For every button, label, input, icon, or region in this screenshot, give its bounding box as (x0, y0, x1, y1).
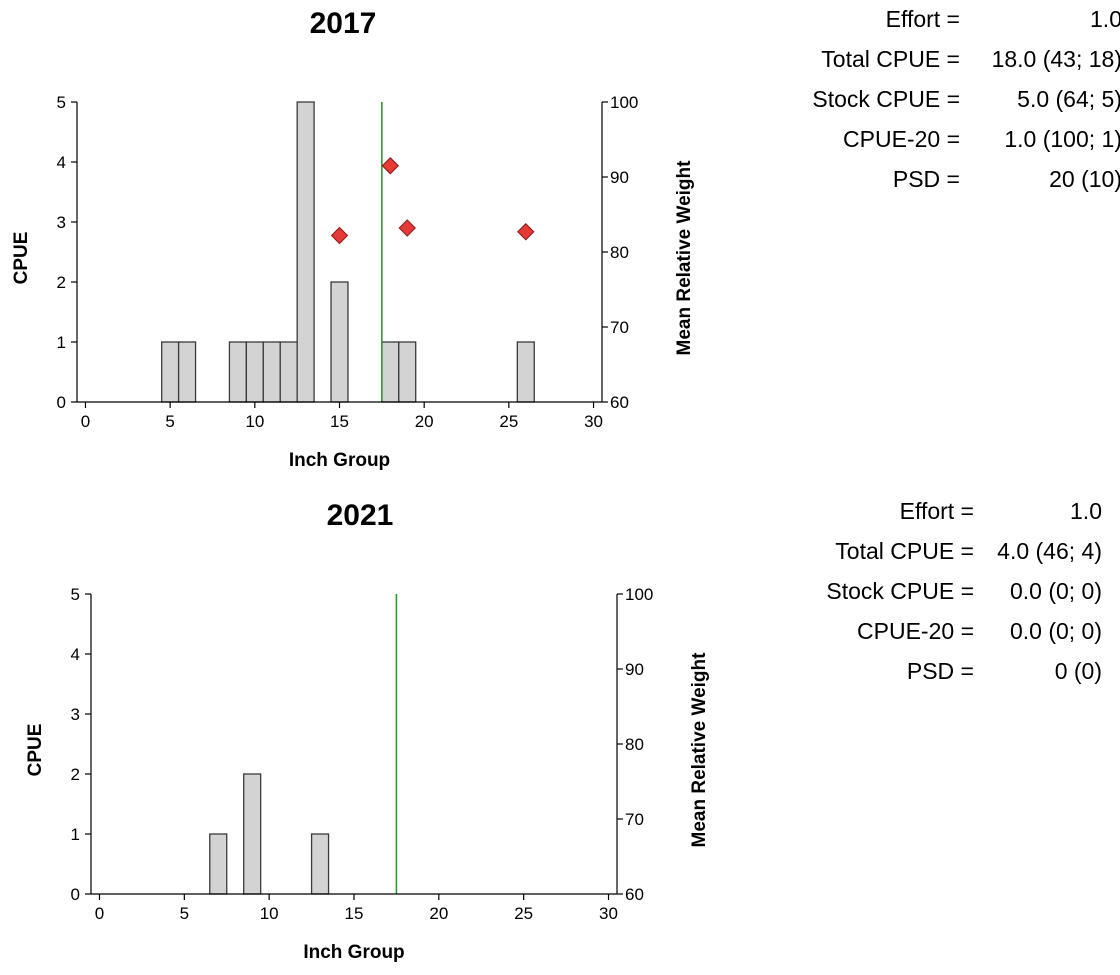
bar-26 (516, 341, 535, 403)
stat-row: Total CPUE = 18.0 (43; 18) (770, 44, 1120, 74)
x-tick-label: 25 (514, 904, 533, 923)
y2-axis-label: Mean Relative Weight (689, 652, 710, 848)
stat-row: Effort = 1.0 (770, 4, 1120, 34)
y-tick-label: 2 (71, 765, 80, 784)
x-tick-label: 5 (180, 904, 189, 923)
stat-value: 1.0 (1070, 498, 1102, 524)
y-tick-label: 5 (71, 585, 80, 604)
y2-tick-label: 70 (625, 810, 644, 829)
bar-15 (330, 281, 349, 403)
x-tick-label: 20 (415, 412, 434, 431)
y-tick-label: 5 (57, 93, 66, 112)
y-tick-label: 3 (57, 213, 66, 232)
stat-row: PSD = 20 (10) (770, 164, 1120, 194)
stat-row: Stock CPUE = 0.0 (0; 0) (780, 576, 1102, 606)
y2-tick-label: 60 (610, 393, 629, 412)
y2-tick-label: 80 (625, 735, 644, 754)
y-tick-label: 4 (71, 645, 80, 664)
stat-row: CPUE-20 = 0.0 (0; 0) (780, 616, 1102, 646)
y2-axis-label: Mean Relative Weight (674, 160, 695, 356)
x-tick-label: 20 (429, 904, 448, 923)
stat-row: Stock CPUE = 5.0 (64; 5) (770, 84, 1120, 114)
stat-label: PSD = (906, 658, 974, 684)
y-tick-label: 1 (71, 825, 80, 844)
x-tick-label: 0 (95, 904, 104, 923)
bar-18 (381, 341, 400, 403)
bar-13 (310, 833, 330, 895)
bar-10 (245, 341, 264, 403)
x-axis-label: Inch Group (303, 942, 404, 963)
x-tick-label: 10 (260, 904, 279, 923)
x-tick-label: 30 (584, 412, 603, 431)
y2-tick-label: 70 (610, 318, 629, 337)
bar-5 (161, 341, 180, 403)
stat-value: 0 (0) (1054, 658, 1102, 684)
stat-label: CPUE-20 = (843, 126, 960, 152)
chart-panel-2017: 2017 0 5 10 15 20 25 30 0 1 2 3 4 5 60 70 80 90 100 Inch Gr… (0, 0, 1120, 483)
stat-label: Effort = (899, 498, 974, 524)
y2-tick-label: 100 (625, 585, 653, 604)
x-tick-label: 0 (81, 412, 90, 431)
y-tick-label: 3 (71, 705, 80, 724)
relative-weight-marker-19 (398, 219, 416, 237)
bar-9 (228, 341, 248, 403)
chart-title: 2017 (310, 7, 377, 40)
bar-9 (243, 773, 262, 895)
x-tick-label: 15 (345, 904, 364, 923)
relative-weight-marker-15 (330, 226, 349, 245)
bar-12 (279, 341, 298, 403)
y-tick-label: 0 (57, 393, 66, 412)
x-tick-label: 25 (499, 412, 518, 431)
bar-11 (262, 341, 281, 403)
x-tick-label: 15 (330, 412, 349, 431)
bar-19 (398, 341, 417, 403)
x-tick-label: 10 (245, 412, 264, 431)
chart-title: 2021 (327, 499, 394, 532)
y2-tick-label: 90 (610, 168, 629, 187)
stat-value: 5.0 (64; 5) (1017, 86, 1120, 112)
stat-row: PSD = 0 (0) (780, 656, 1102, 686)
stat-label: Effort = (885, 6, 960, 32)
histogram-chart-2017: 2017 0 5 10 15 20 25 30 0 1 2 3 4 5 60 70 80 90 100 Inch Gr… (11, 7, 695, 471)
bar-13 (296, 101, 315, 403)
relative-weight-marker-18 (381, 157, 400, 175)
stat-label: Total CPUE = (821, 46, 960, 72)
x-axis-label: Inch Group (289, 450, 390, 471)
x-tick-label: 5 (165, 412, 174, 431)
y2-tick-label: 80 (610, 243, 629, 262)
y-tick-label: 2 (57, 273, 66, 292)
y-tick-label: 4 (57, 153, 66, 172)
stat-value: 20 (10) (1049, 166, 1120, 192)
stat-value: 0.0 (0; 0) (1009, 618, 1102, 644)
stat-label: CPUE-20 = (857, 618, 974, 644)
relative-weight-marker-26 (517, 223, 535, 241)
stat-row: Effort = 1.0 (780, 496, 1102, 526)
bar-6 (177, 341, 197, 403)
stat-label: Stock CPUE = (812, 86, 960, 112)
histogram-chart-2021: 2021 0 5 10 15 20 25 30 0 1 2 3 4 5 60 70 80 90 100 Inch Gr… (25, 499, 710, 963)
stat-value: 1.0 (100; 1) (1004, 126, 1120, 152)
stat-label: PSD = (892, 166, 960, 192)
y-tick-label: 1 (57, 333, 66, 352)
y2-tick-label: 90 (625, 660, 644, 679)
stat-value: 18.0 (43; 18) (991, 46, 1120, 72)
stat-row: CPUE-20 = 1.0 (100; 1) (770, 124, 1120, 154)
stat-value: 0.0 (0; 0) (1009, 578, 1102, 604)
chart-panel-2021: 2021 0 5 10 15 20 25 30 0 1 2 3 4 5 60 70 80 90 100 Inch Gr… (0, 492, 1120, 975)
y-axis-label: CPUE (25, 724, 46, 777)
stat-row: Total CPUE = 4.0 (46; 4) (780, 536, 1102, 566)
y-tick-label: 0 (71, 885, 80, 904)
x-tick-label: 30 (599, 904, 618, 923)
bar-7 (209, 833, 228, 895)
y2-tick-label: 60 (625, 885, 644, 904)
stat-label: Stock CPUE = (826, 578, 974, 604)
stat-value: 4.0 (46; 4) (997, 538, 1102, 564)
y2-tick-label: 100 (610, 93, 638, 112)
stat-value: 1.0 (1090, 6, 1120, 32)
y-axis-label: CPUE (11, 232, 32, 285)
stat-label: Total CPUE = (835, 538, 974, 564)
